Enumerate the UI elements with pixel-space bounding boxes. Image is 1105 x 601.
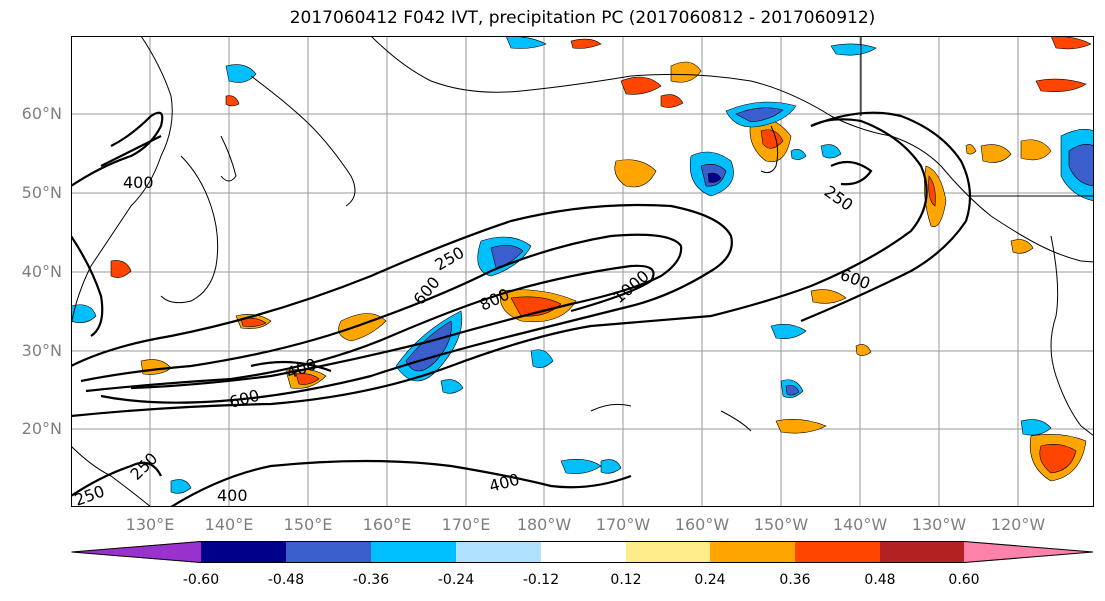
gridlines (71, 36, 1094, 507)
colorbar-tick: -0.60 (182, 572, 220, 588)
contour-label: 600 (227, 386, 261, 412)
colorbar-tick: -0.48 (267, 572, 305, 588)
colorbar-segment (880, 541, 964, 563)
lon-label: 170°E (441, 515, 491, 534)
lon-label: 140°W (832, 515, 888, 534)
colorbar-tick: -0.36 (352, 572, 390, 588)
colorbar-segment (795, 541, 880, 563)
contour-label: 400 (217, 486, 248, 505)
coastlines (71, 36, 1094, 507)
lon-label: 160°W (674, 515, 730, 534)
contour-label: 250 (72, 481, 107, 507)
lon-label: 140°E (204, 515, 254, 534)
lon-label: 130°W (911, 515, 967, 534)
contour-label: 250 (821, 182, 857, 215)
lon-label: 150°W (753, 515, 809, 534)
colorbar-segment (286, 541, 371, 563)
colorbar-segment (541, 541, 626, 563)
map-plot: 400 250 600 800 1000 250 600 400 600 250… (71, 36, 1094, 507)
lon-label: 160°E (362, 515, 412, 534)
colorbar-extend-low (71, 541, 201, 563)
colorbar-tick: 0.36 (779, 572, 811, 588)
colorbar-segment (371, 541, 456, 563)
lat-label: 40°N (21, 262, 62, 281)
colorbar-tick: 0.60 (948, 572, 980, 588)
lat-label: 50°N (21, 183, 62, 202)
lat-label: 20°N (21, 419, 62, 438)
contour-label: 600 (838, 265, 873, 293)
lon-label: 130°E (125, 515, 175, 534)
ivt-contours (71, 111, 972, 507)
colorbar-tick: -0.24 (437, 572, 475, 588)
colorbar-tick: 0.48 (864, 572, 896, 588)
colorbar-tick: 0.12 (610, 572, 642, 588)
colorbar-tick: -0.12 (522, 572, 560, 588)
colorbar (71, 541, 1094, 563)
map-border (71, 36, 1094, 507)
lon-label: 180°W (516, 515, 572, 534)
lat-label: 30°N (21, 341, 62, 360)
map-title: 2017060412 F042 IVT, precipitation PC (2… (289, 8, 876, 28)
lon-label: 120°W (990, 515, 1046, 534)
colorbar-tick: 0.24 (694, 572, 726, 588)
contour-label: 250 (126, 449, 161, 484)
lon-label: 150°E (283, 515, 333, 534)
colorbar-extend-high (964, 541, 1093, 563)
lat-label: 60°N (21, 104, 62, 123)
precip-patches (71, 36, 1094, 494)
lon-label: 170°W (595, 515, 651, 534)
contour-label: 600 (410, 273, 444, 309)
colorbar-segment (710, 541, 795, 563)
colorbar-segment (626, 541, 710, 563)
contour-label: 400 (123, 173, 154, 192)
colorbar-segment (456, 541, 541, 563)
colorbar-segment (201, 541, 286, 563)
